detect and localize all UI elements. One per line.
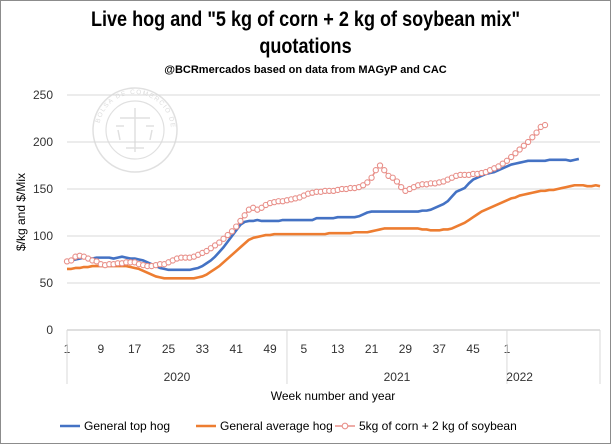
data-point	[224, 231, 231, 239]
data-point	[508, 153, 515, 161]
legend-label: 5kg of corn + 2 kg of soybean	[359, 419, 517, 433]
chart-title: Live hog and "5 kg of corn + 2 kg of soy…	[43, 6, 568, 60]
data-point	[541, 121, 549, 129]
x-tick-label: 21	[365, 342, 379, 356]
data-point	[93, 258, 100, 265]
x-tick-label: 13	[331, 342, 345, 356]
y-axis-label: $/kg and $/Mix	[14, 173, 28, 251]
data-point	[381, 167, 388, 174]
watermark-seal-icon: BOLSA DE COMERCIO DE ROSARIO	[0, 0, 178, 173]
year-label: 2021	[384, 370, 411, 384]
series-lines	[63, 121, 601, 280]
data-point	[228, 228, 236, 235]
data-point	[68, 257, 75, 264]
x-tick-label: 49	[263, 342, 277, 356]
data-point	[376, 162, 384, 169]
legend-label: General top hog	[84, 419, 170, 433]
x-tick-label: 41	[230, 342, 244, 356]
y-axis: 0 50 100 150 200 250	[33, 88, 53, 337]
y-tick-label: 100	[33, 229, 53, 243]
series-group	[63, 121, 549, 270]
x-tick-label: 37	[433, 342, 447, 356]
year-label: 2022	[506, 370, 533, 384]
data-point	[372, 167, 379, 174]
data-point	[389, 174, 396, 181]
y-tick-label: 150	[33, 182, 53, 196]
svg-text:BOLSA DE COMERCIO DE ROSARIO: BOLSA DE COMERCIO DE ROSARIO	[0, 0, 176, 129]
x-axis: 191725334149513212937451202020212022	[64, 330, 601, 384]
data-point	[529, 134, 536, 141]
data-point	[359, 182, 367, 189]
data-point	[503, 157, 511, 164]
x-tick-label: 5	[301, 342, 308, 356]
data-point	[241, 212, 248, 219]
data-point	[533, 129, 540, 136]
chart-subtitle: @BCRmercados based on data from MAGyP an…	[164, 64, 447, 76]
year-label: 2020	[164, 370, 191, 384]
data-point	[203, 247, 210, 255]
x-tick-label: 33	[196, 342, 210, 356]
legend-marker	[341, 422, 349, 430]
x-tick-label: 45	[466, 342, 480, 356]
data-point	[516, 146, 523, 153]
data-point	[393, 178, 401, 185]
chart-title-line1: Live hog and "5 kg of corn + 2 kg of soy…	[90, 8, 521, 31]
y-tick-label: 200	[33, 135, 53, 149]
x-tick-label: 17	[128, 342, 142, 356]
data-point	[495, 163, 502, 170]
series-group	[67, 183, 601, 280]
data-point	[258, 204, 265, 211]
data-point	[216, 239, 223, 246]
x-tick-label: 25	[162, 342, 176, 356]
x-axis-label: Week number and year	[271, 389, 396, 403]
data-point	[207, 245, 214, 252]
data-point	[368, 174, 375, 181]
x-tick-label: 9	[97, 342, 104, 356]
series-line	[67, 157, 580, 272]
data-point	[512, 150, 519, 157]
data-point	[398, 183, 405, 191]
data-point	[237, 217, 244, 225]
data-point	[220, 235, 227, 242]
data-point	[520, 142, 528, 149]
series-line	[67, 183, 601, 280]
legend-label: General average hog	[220, 419, 333, 433]
data-point	[364, 179, 371, 186]
series-group	[67, 157, 580, 272]
chart-title-line2: quotations	[259, 35, 352, 58]
data-point	[524, 138, 532, 146]
data-point	[499, 160, 506, 167]
y-tick-label: 50	[40, 276, 54, 290]
legend: General top hog General average hog 5kg of…	[60, 419, 517, 433]
data-point	[233, 223, 240, 230]
y-tick-label: 250	[33, 88, 53, 102]
y-tick-label: 0	[46, 323, 53, 337]
data-point	[211, 242, 219, 249]
x-tick-label: 29	[399, 342, 413, 356]
grid	[67, 94, 600, 331]
